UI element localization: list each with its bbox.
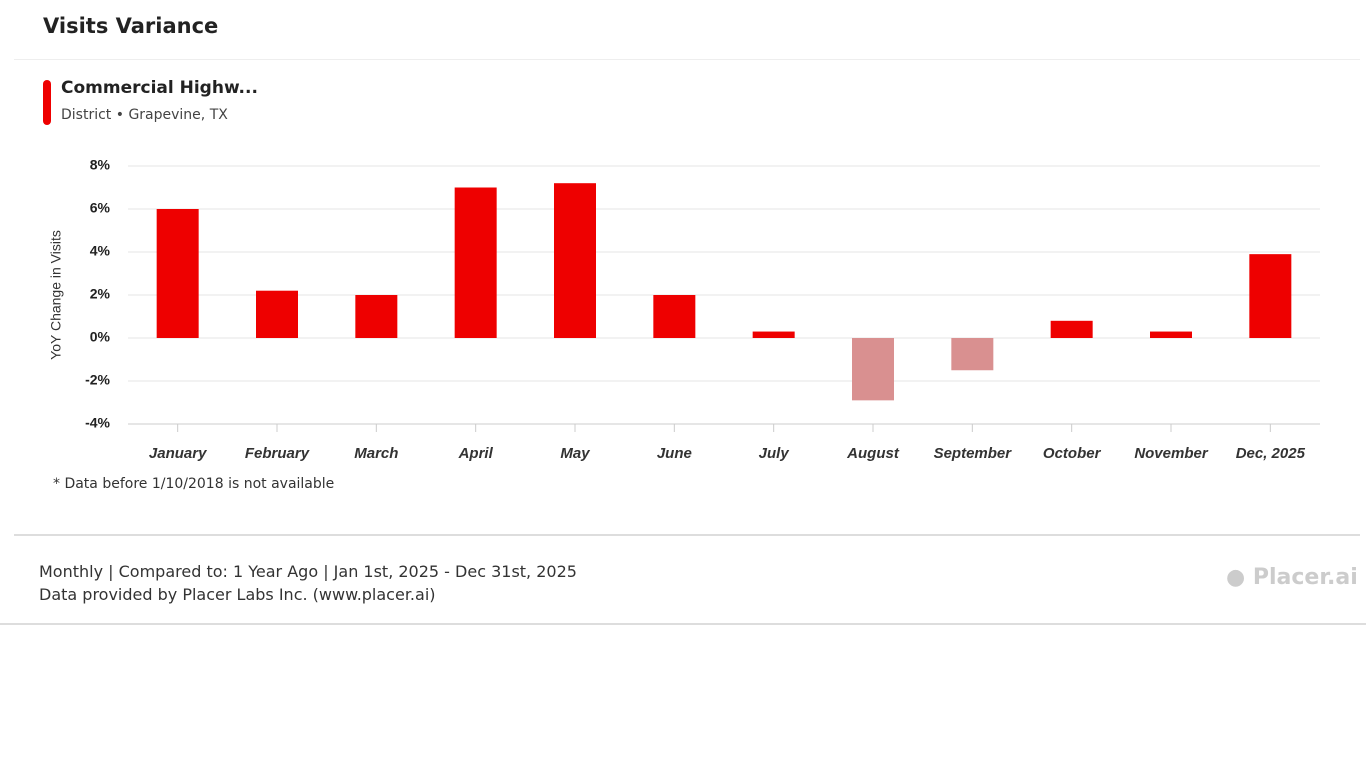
x-tick-label: August: [846, 445, 900, 462]
bar: [454, 187, 497, 338]
x-tick-label: Dec, 2025: [1236, 445, 1306, 462]
bar: [951, 338, 994, 371]
bar: [156, 209, 199, 338]
y-tick-label: -4%: [85, 415, 110, 431]
x-tick-label: October: [1043, 445, 1102, 462]
bar: [355, 295, 398, 338]
logo-text: Placer.ai: [1252, 565, 1358, 590]
bar: [1150, 331, 1192, 338]
bar: [1249, 254, 1292, 338]
bar: [1050, 320, 1093, 338]
divider: [14, 534, 1360, 536]
y-tick-label: 6%: [90, 200, 111, 216]
bar: [554, 183, 596, 338]
footnote: * Data before 1/10/2018 is not available: [53, 476, 335, 492]
y-tick-label: -2%: [85, 372, 110, 388]
y-tick-label: 0%: [90, 329, 111, 345]
y-axis-label: YoY Change in Visits: [48, 230, 64, 360]
card-border: [0, 623, 1366, 625]
footer-line: Data provided by Placer Labs Inc. (www.p…: [39, 585, 436, 604]
bar: [752, 331, 795, 338]
entity-detail: District • Grapevine, TX: [61, 107, 228, 123]
bar: [256, 290, 298, 338]
bar: [653, 295, 696, 338]
x-tick-label: November: [1134, 445, 1209, 462]
x-tick-label: February: [245, 445, 310, 462]
y-tick-label: 4%: [90, 243, 111, 259]
x-tick-label: April: [458, 445, 494, 462]
entity-name: Commercial Highw...: [61, 78, 258, 98]
x-tick-label: June: [657, 445, 692, 462]
card-title: Visits Variance: [43, 14, 219, 38]
y-tick-label: 8%: [90, 157, 111, 173]
y-tick-label: 2%: [90, 286, 111, 302]
legend-swatch: [43, 80, 51, 125]
x-tick-label: March: [354, 445, 398, 462]
chart: YoY Change in Visits -4% -2% 0% 2% 4% 6% 8% Jan…: [48, 157, 1320, 462]
x-tick-label: January: [149, 445, 207, 462]
logo: ● Placer.ai: [1226, 565, 1358, 590]
x-tick-label: July: [759, 445, 790, 462]
x-tick-label: May: [560, 445, 590, 462]
footer-line: Monthly | Compared to: 1 Year Ago | Jan …: [39, 562, 577, 581]
bar: [852, 338, 894, 401]
x-tick-label: September: [934, 445, 1013, 462]
divider: [14, 59, 1360, 60]
